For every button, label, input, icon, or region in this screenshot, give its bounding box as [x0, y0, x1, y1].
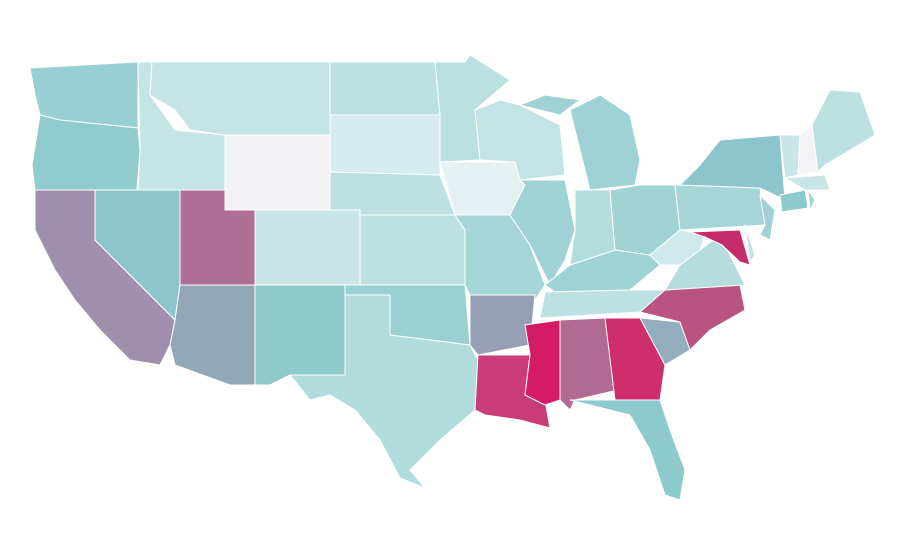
state-region	[569, 189, 616, 266]
state-region	[224, 134, 331, 211]
state-region	[807, 189, 816, 211]
state-region	[784, 174, 831, 191]
state-region	[689, 229, 751, 266]
state-region	[569, 399, 686, 501]
state-region	[524, 319, 561, 406]
state-region	[469, 294, 536, 356]
state-region	[519, 94, 581, 116]
state-region	[31, 114, 141, 191]
state-region	[811, 89, 876, 173]
state-region	[674, 184, 766, 231]
state-region	[359, 214, 466, 286]
state-region	[254, 209, 361, 286]
state-region	[569, 94, 641, 191]
state-region	[169, 284, 256, 386]
state-region	[779, 189, 809, 213]
state-region	[759, 194, 776, 241]
state-region	[329, 114, 441, 176]
state-region	[289, 294, 479, 489]
state-region	[439, 161, 526, 216]
state-region	[629, 234, 746, 291]
state-region	[149, 61, 331, 136]
state-region	[254, 284, 346, 386]
state-region	[604, 317, 666, 401]
state-region	[329, 171, 456, 216]
state-region	[744, 224, 756, 263]
state-region	[329, 61, 441, 116]
state-region	[474, 99, 566, 181]
